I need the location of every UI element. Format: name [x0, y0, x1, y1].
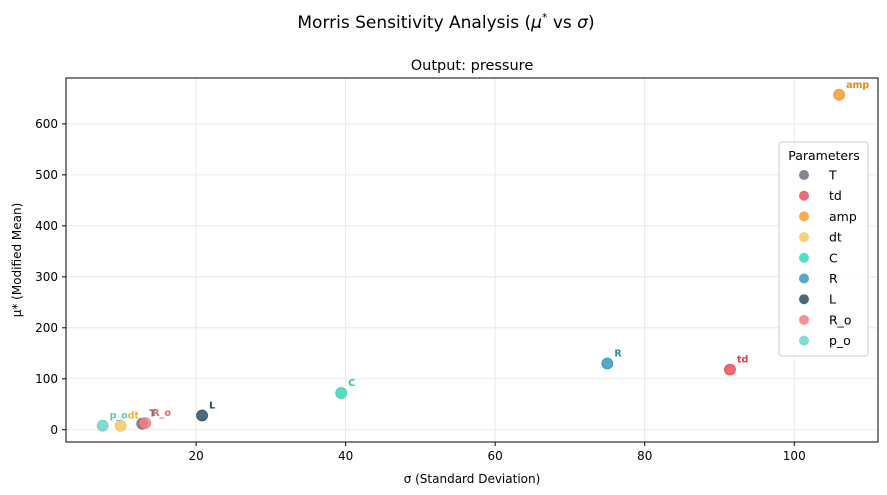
legend-label-c: C	[829, 250, 838, 265]
legend-items: Ttd amp dt CRL R_o p_o	[799, 168, 857, 348]
legend-marker-r-o	[799, 314, 809, 325]
y-tick-label: 300	[35, 270, 58, 284]
x-tick-label: 100	[783, 449, 806, 463]
legend-box	[778, 141, 869, 357]
y-tick-label: 600	[35, 117, 58, 131]
y-axis-label: μ* (Modified Mean)	[10, 203, 24, 318]
y-axis-ticks: 0 100 200 300 400 500 600	[35, 117, 66, 437]
point-c	[335, 387, 348, 399]
figure-suptitle: Morris Sensitivity Analysis (μ* vs σ)	[297, 11, 594, 33]
legend-marker-amp	[799, 211, 809, 222]
point-label-l: L	[209, 400, 215, 411]
legend-label-p-o: p_o	[829, 333, 851, 348]
legend-marker-l	[799, 294, 809, 305]
legend-label-r-o: R_o	[829, 312, 852, 327]
legend-label-r: R	[829, 271, 838, 286]
point-l	[196, 409, 208, 422]
legend-label-td: td	[829, 188, 842, 203]
legend-marker-t	[799, 170, 809, 180]
scatter-points	[96, 88, 846, 432]
point-amp	[833, 88, 846, 101]
y-tick-label: 0	[50, 423, 58, 437]
y-tick-label: 400	[35, 219, 58, 233]
point-label-amp: amp	[846, 80, 869, 91]
point-label-c: C	[348, 378, 355, 389]
legend-marker-r	[799, 273, 809, 284]
legend-label-dt: dt	[829, 230, 842, 245]
point-label-r: R	[614, 348, 622, 359]
point-r-o	[139, 417, 152, 430]
y-tick-label: 100	[35, 372, 58, 386]
legend-label-amp: amp	[829, 209, 857, 224]
axes-title: Output: pressure	[411, 58, 534, 74]
x-tick-label: 80	[637, 449, 652, 463]
point-td	[724, 363, 736, 376]
x-axis-label: σ (Standard Deviation)	[404, 472, 541, 486]
y-tick-label: 500	[35, 168, 58, 182]
x-tick-label: 40	[338, 449, 353, 463]
legend-marker-p-o	[799, 335, 809, 346]
point-p-o	[96, 419, 109, 432]
x-tick-label: 60	[488, 449, 503, 463]
legend-label-t: T	[828, 168, 837, 183]
point-label-t: T	[149, 409, 156, 420]
point-r	[601, 357, 614, 370]
legend-marker-td	[799, 190, 809, 201]
legend-marker-dt	[799, 232, 809, 243]
point-label-td: td	[737, 355, 748, 366]
point-label-p-o: p_o	[110, 411, 129, 422]
y-tick-label: 200	[35, 321, 58, 335]
point-label-dt: dt	[128, 411, 140, 422]
legend-title: Parameters	[788, 148, 860, 163]
plot-area-frame	[65, 77, 879, 443]
grid-lines	[66, 78, 878, 442]
x-tick-label: 20	[188, 449, 203, 463]
legend-marker-c	[799, 252, 809, 263]
legend: Parameters Ttd amp dt CRL R_o p_o	[778, 141, 869, 357]
point-dt	[114, 419, 127, 432]
point-label-r-o: R_o	[152, 408, 171, 419]
legend-label-l: L	[829, 292, 836, 307]
x-axis-ticks: 20 40 60 80 100	[188, 442, 806, 463]
